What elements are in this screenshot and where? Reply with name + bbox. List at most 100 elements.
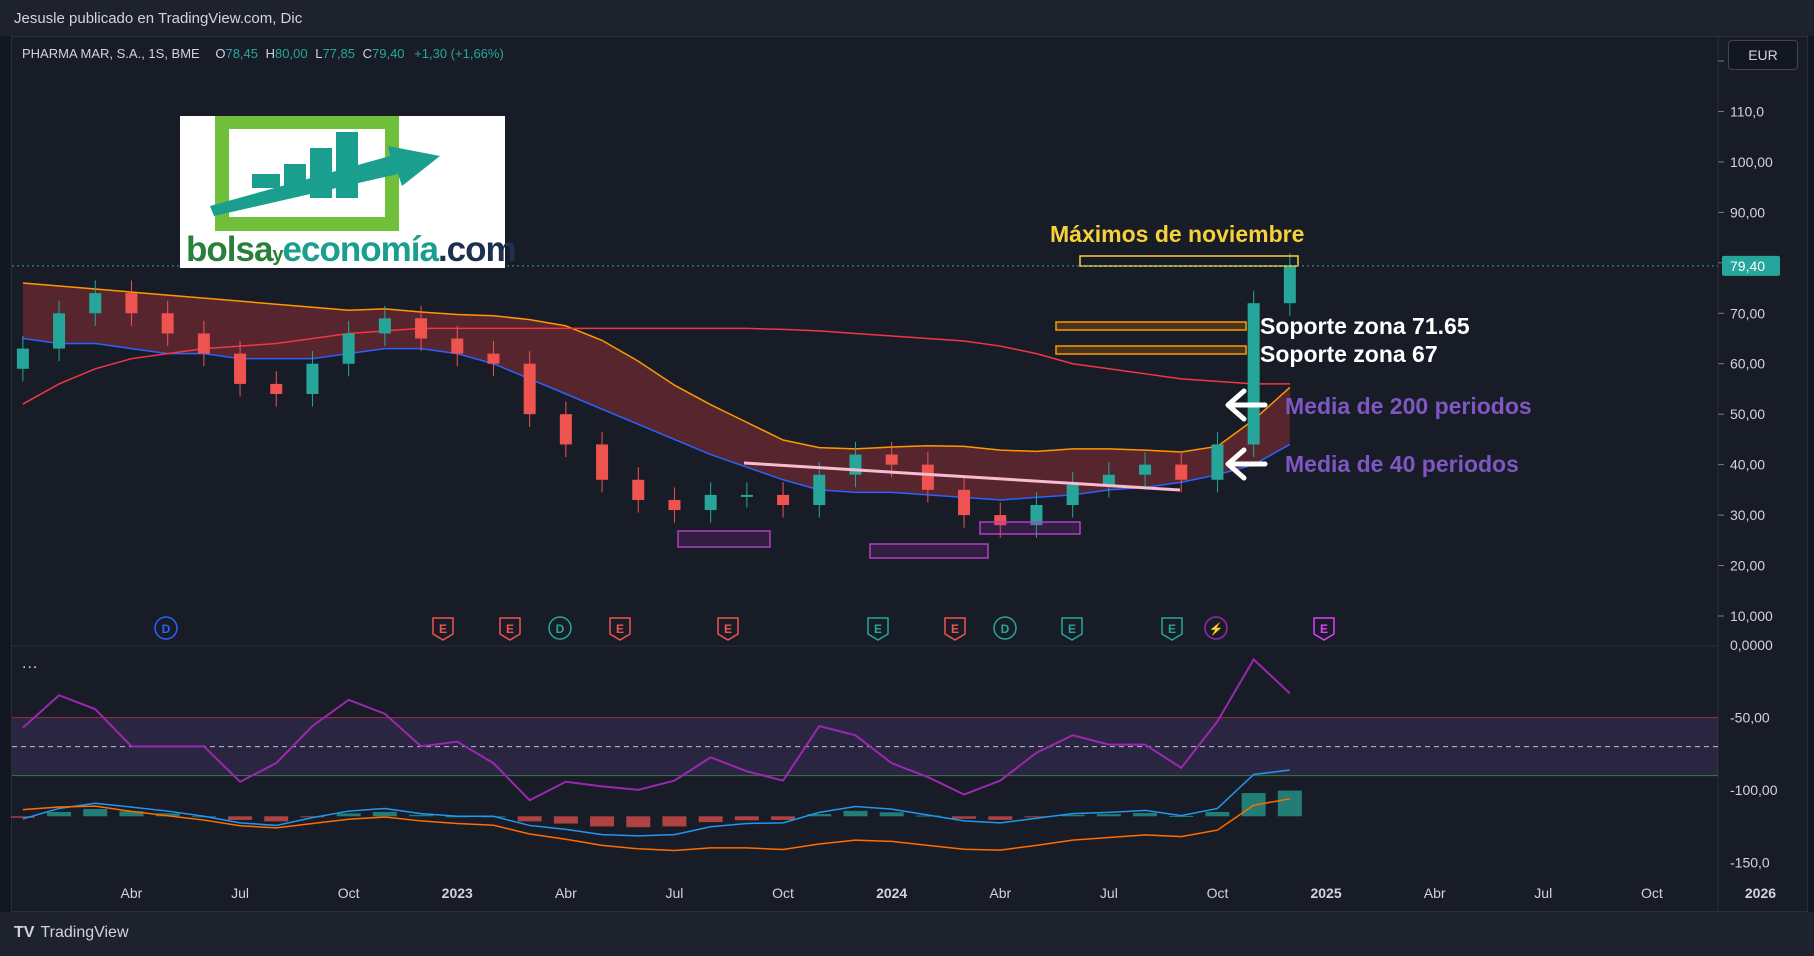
high-value: 80,00 [275, 46, 308, 61]
event-marker-label: E [439, 622, 447, 636]
earnings-marker-icon [717, 617, 739, 641]
split-marker-icon [1204, 616, 1228, 640]
macd-histogram-bar [553, 816, 578, 824]
macd-histogram-bar [988, 816, 1013, 820]
time-tick-label: Jul [1534, 885, 1552, 901]
event-marker-label: D [162, 622, 171, 636]
earnings-marker-icon [1061, 617, 1083, 641]
candle-body [632, 479, 645, 500]
event-marker-label: E [874, 622, 882, 636]
macd-histogram-bar [952, 816, 977, 819]
change-value: +1,30 (+1,66%) [414, 46, 504, 61]
macd-histogram-bar [915, 815, 940, 817]
tradingview-icon: TV [14, 924, 35, 941]
candle-body [994, 515, 1007, 526]
macd-histogram-bar [228, 816, 253, 820]
macd-histogram-bar [409, 814, 434, 817]
candle-body [777, 494, 790, 505]
time-tick-label: 2025 [1310, 885, 1341, 901]
candle-body [270, 383, 283, 394]
candle-body [1139, 464, 1152, 475]
macd-histogram-bar [734, 816, 759, 821]
time-tick-label: Oct [772, 885, 794, 901]
support-71-box [1055, 321, 1247, 331]
candle-body [378, 318, 391, 334]
published-by-text: Jesusle publicado en TradingView.com, Di… [14, 10, 303, 27]
macd-histogram-bar [372, 811, 397, 817]
pattern-box [979, 521, 1081, 535]
time-tick-label: Oct [338, 885, 360, 901]
candle-body [197, 333, 210, 354]
candle-body [342, 333, 355, 364]
last-price-label-bg [1722, 255, 1780, 276]
symbol-name: PHARMA MAR, S.A., 1S, BME [22, 46, 200, 61]
tradingview-logo[interactable]: TV TradingView [14, 924, 129, 941]
event-marker-label: E [724, 622, 732, 636]
candle-body [125, 293, 138, 314]
annotation-arrow-icon [1225, 447, 1268, 481]
price-tick-label: 60,00 [1730, 356, 1765, 372]
time-tick-label: Oct [1207, 885, 1229, 901]
ma-cloud-fill [22, 283, 1290, 500]
footer-bar [0, 912, 1814, 956]
candle-body [451, 338, 464, 354]
candle-body [89, 293, 102, 314]
rsi-line [22, 657, 1291, 802]
macd-histogram-bar [698, 816, 723, 823]
time-tick-label: Jul [231, 885, 249, 901]
low-value: 77,85 [322, 46, 355, 61]
currency-button[interactable]: EUR [1728, 40, 1798, 70]
indicator-tick-label: -50,00 [1730, 710, 1770, 726]
macd-histogram-bar [1169, 815, 1194, 817]
close-value: 79,40 [372, 46, 405, 61]
annotation-max-noviembre: Máximos de noviembre [1050, 221, 1304, 247]
pattern-box [869, 543, 989, 559]
candle-body [849, 454, 862, 475]
macd-histogram-bar [1024, 816, 1049, 818]
macd-histogram-bar [1133, 813, 1158, 817]
candle-body [306, 363, 319, 394]
last-price-label: 79,40 [1730, 258, 1765, 274]
annotation-ma40: Media de 40 periodos [1285, 451, 1519, 477]
earnings-marker-icon [944, 617, 966, 641]
dividend-marker-icon [154, 616, 178, 640]
macd-signal-line [22, 798, 1290, 852]
event-marker-label: E [1068, 622, 1076, 636]
candle-body [487, 353, 500, 364]
event-marker-label: D [556, 622, 565, 636]
macd-histogram-bar [517, 816, 542, 822]
event-marker-label: E [506, 622, 514, 636]
ma-orange-line [22, 282, 1291, 453]
logo-icon [210, 116, 440, 231]
price-tick-label: 110,0 [1730, 103, 1764, 119]
event-marker-label: E [1320, 622, 1328, 636]
indicator-tick-label: 0,0000 [1730, 637, 1773, 653]
macd-histogram-bar [843, 810, 868, 817]
dividend-marker-icon [548, 616, 572, 640]
macd-histogram-bar [1277, 790, 1302, 817]
time-tick-label: Jul [1100, 885, 1118, 901]
macd-histogram-bar [626, 816, 651, 828]
max-november-box [1079, 255, 1299, 267]
candle-body [1283, 265, 1296, 304]
candle-body [1102, 474, 1115, 485]
macd-histogram-bar [662, 816, 687, 827]
indicator-menu[interactable]: ... [22, 655, 39, 672]
event-marker-label: E [951, 622, 959, 636]
event-marker-label: ⚡ [1209, 622, 1224, 636]
time-tick-label: 2023 [442, 885, 473, 901]
macd-histogram-bar [83, 809, 108, 817]
annotation-soporte-67: Soporte zona 67 [1260, 341, 1438, 367]
candle-body [415, 318, 428, 339]
earnings-marker-icon [867, 617, 889, 641]
trendline [743, 461, 1181, 492]
bolsayeconomia-logo: bolsayeconomía.com [180, 116, 517, 269]
symbol-legend: PHARMA MAR, S.A., 1S, BME O78,45 H80,00 … [22, 46, 504, 61]
macd-histogram-bar [771, 816, 796, 820]
macd-histogram-bar [879, 812, 904, 817]
dividend-marker-icon [993, 616, 1017, 640]
macd-histogram-bar [336, 813, 361, 817]
price-tick-label: 30,00 [1730, 507, 1765, 523]
candle-body [559, 414, 572, 445]
